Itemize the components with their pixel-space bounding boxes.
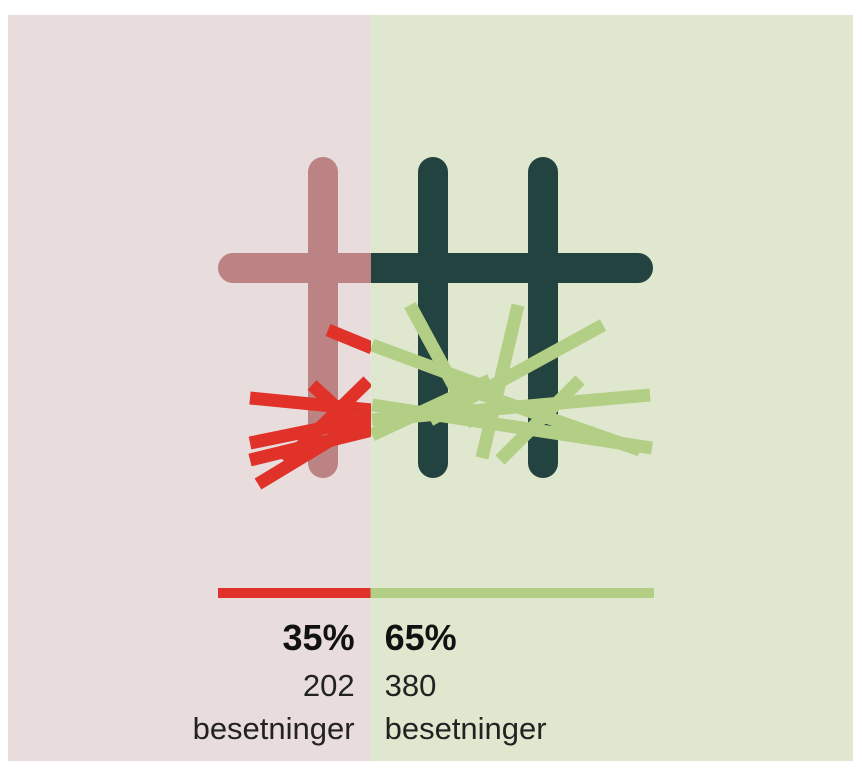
bar-segment bbox=[370, 588, 654, 598]
hashtag-illustration bbox=[218, 157, 653, 490]
count-label: 202 bbox=[303, 668, 355, 703]
count-label: 380 bbox=[385, 668, 437, 703]
count-unit: besetninger bbox=[193, 711, 355, 746]
percent-label: 35% bbox=[283, 617, 355, 658]
split-bar bbox=[218, 588, 654, 598]
percent-label: 65% bbox=[385, 617, 457, 658]
bar-segment bbox=[218, 588, 371, 598]
count-unit: besetninger bbox=[385, 711, 547, 746]
